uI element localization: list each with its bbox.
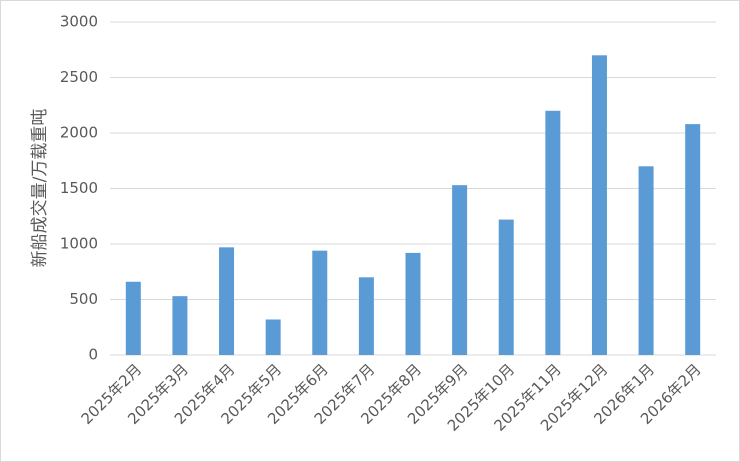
y-tick-label: 2500 xyxy=(60,68,98,86)
bar xyxy=(498,219,514,355)
bar xyxy=(591,55,607,356)
bar xyxy=(685,124,701,356)
bar xyxy=(125,281,141,355)
bar xyxy=(545,110,561,355)
y-tick-label: 1000 xyxy=(60,235,98,253)
y-tick-label: 2000 xyxy=(60,124,98,142)
bar xyxy=(219,247,235,355)
bar xyxy=(638,166,654,355)
bar xyxy=(452,185,468,355)
y-tick-label: 1500 xyxy=(60,179,98,197)
bar xyxy=(312,250,328,355)
y-tick-label: 0 xyxy=(88,346,98,364)
y-tick-label: 500 xyxy=(69,290,98,308)
bar xyxy=(358,277,374,355)
y-tick-label: 3000 xyxy=(60,13,98,31)
bar xyxy=(405,252,421,355)
y-axis-label: 新船成交量/万载重吨 xyxy=(30,109,50,268)
bar xyxy=(172,296,188,355)
bar xyxy=(265,319,281,355)
